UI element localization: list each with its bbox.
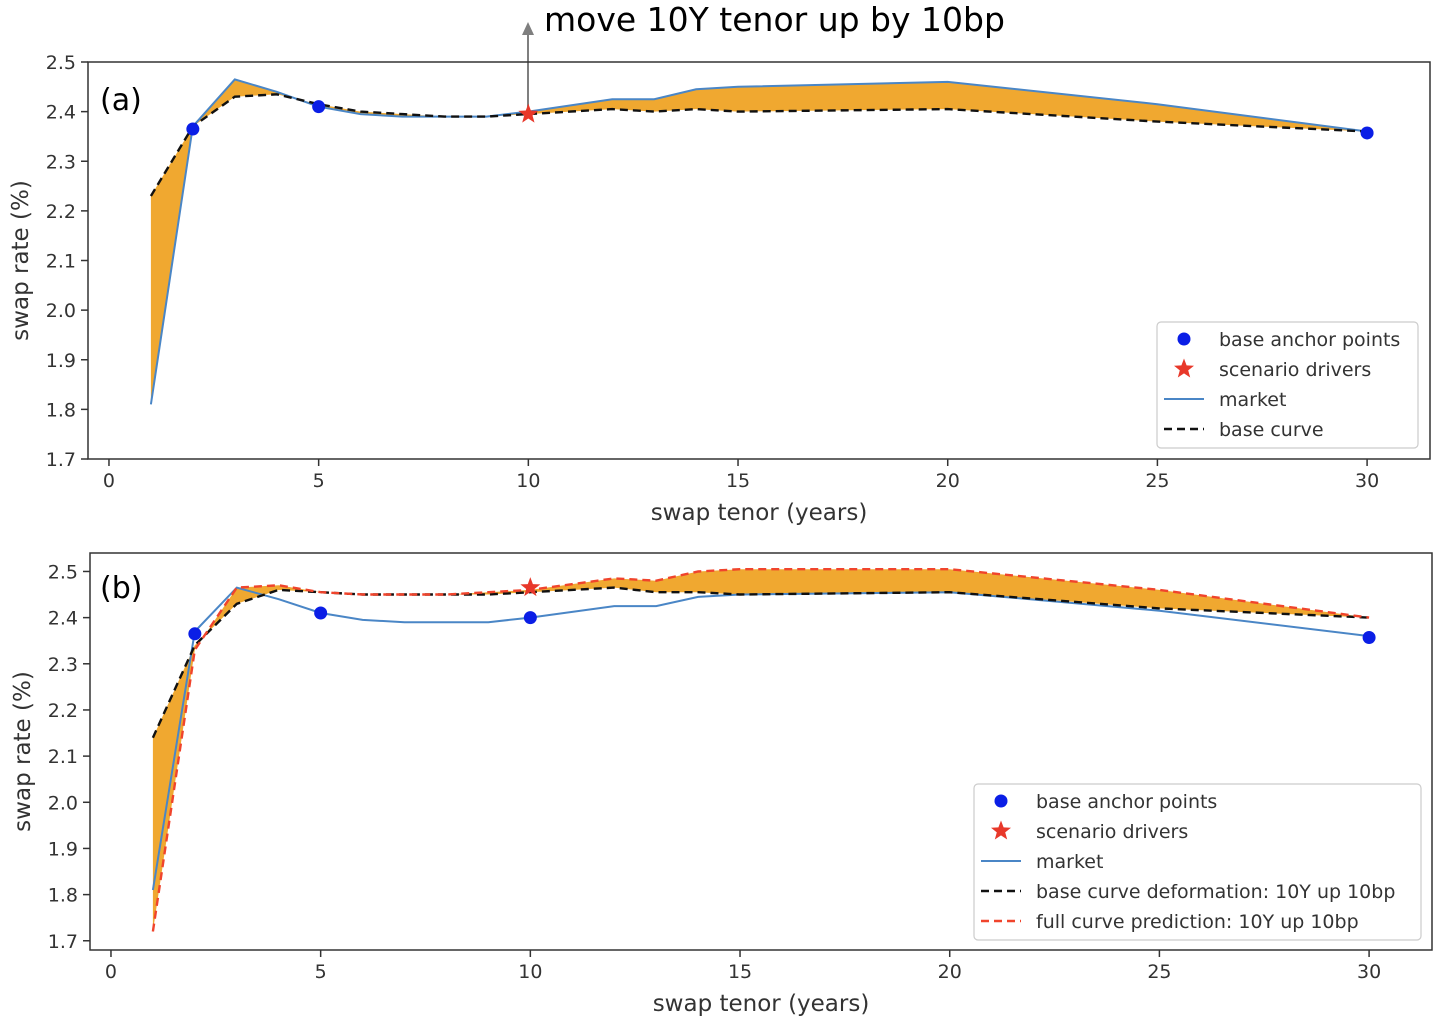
series-line-full-curve-prediction-10y-up-10bp bbox=[151, 568, 1370, 932]
legend-label: market bbox=[1036, 851, 1103, 873]
x-tick-label: 0 bbox=[105, 961, 117, 983]
y-tick-label: 2.0 bbox=[46, 300, 76, 322]
anchor-point bbox=[1362, 630, 1376, 644]
x-tick-label: 10 bbox=[516, 470, 540, 492]
x-axis-label: swap tenor (years) bbox=[651, 500, 868, 526]
x-tick-label: 30 bbox=[1355, 470, 1379, 492]
y-tick-label: 2.2 bbox=[48, 700, 78, 722]
y-axis-label: swap rate (%) bbox=[10, 671, 36, 832]
y-tick-label: 1.8 bbox=[48, 885, 78, 907]
x-tick-label: 5 bbox=[313, 470, 325, 492]
legend: base anchor points scenario drivers market… bbox=[1156, 321, 1419, 449]
y-tick-label: 2.5 bbox=[46, 52, 76, 74]
panel-a: 0 5 10 15 20 25 30 1.7 1.8 1.9 2.0 2.1 2.2 2.3 2.4 2.5 s… bbox=[8, 52, 1431, 526]
y-tick-label: 2.4 bbox=[46, 102, 76, 124]
legend-label: full curve prediction: 10Y up 10bp bbox=[1036, 911, 1359, 933]
x-axis-label: swap tenor (years) bbox=[653, 991, 870, 1017]
legend-label: base curve bbox=[1219, 419, 1324, 441]
x-tick-label: 0 bbox=[103, 470, 115, 492]
y-tick-label: 2.3 bbox=[48, 654, 78, 676]
y-tick-label: 2.5 bbox=[48, 561, 78, 583]
x-tick-label: 20 bbox=[938, 961, 962, 983]
y-tick-label: 2.2 bbox=[46, 201, 76, 223]
legend-marker-star bbox=[991, 820, 1011, 840]
y-tick-label: 1.9 bbox=[48, 838, 78, 860]
anchor-point bbox=[523, 611, 537, 625]
annotation-arrow-head bbox=[522, 22, 534, 35]
legend-label: base anchor points bbox=[1219, 329, 1400, 351]
panel-label: (a) bbox=[100, 83, 142, 118]
legend: base anchor points scenario drivers market… bbox=[973, 783, 1422, 941]
series-line-base-curve bbox=[149, 93, 1368, 197]
fill-between-area bbox=[152, 569, 1370, 932]
y-tick-label: 1.7 bbox=[48, 931, 78, 953]
y-tick-label: 2.1 bbox=[46, 251, 76, 273]
x-tick-label: 25 bbox=[1145, 470, 1169, 492]
anchor-point bbox=[314, 606, 328, 620]
annotation-text: move 10Y tenor up by 10bp bbox=[544, 0, 1005, 39]
axes-frame bbox=[89, 552, 1433, 951]
series-line-base-curve-deformation-10y-up-10bp bbox=[151, 586, 1370, 739]
panel-b: 0 5 10 15 20 25 30 1.7 1.8 1.9 2.0 2.1 2.2 2.3 2.4 2.5 s… bbox=[10, 552, 1433, 1017]
legend-label: base anchor points bbox=[1036, 791, 1217, 813]
y-tick-label: 2.0 bbox=[48, 792, 78, 814]
legend-label: scenario drivers bbox=[1036, 821, 1188, 843]
legend-marker-circle bbox=[1177, 332, 1191, 346]
annotation: move 10Y tenor up by 10bp bbox=[522, 0, 1005, 108]
y-tick-label: 1.9 bbox=[46, 350, 76, 372]
x-tick-label: 20 bbox=[936, 470, 960, 492]
x-tick-label: 15 bbox=[728, 961, 752, 983]
legend-marker-circle bbox=[994, 794, 1008, 808]
legend-box bbox=[973, 783, 1422, 941]
anchor-point bbox=[1360, 126, 1374, 140]
y-tick-label: 1.7 bbox=[46, 449, 76, 471]
anchor-point bbox=[312, 100, 326, 114]
anchor-point bbox=[188, 627, 202, 641]
legend-label: market bbox=[1219, 389, 1286, 411]
legend-marker-star bbox=[1174, 358, 1194, 378]
legend-box bbox=[1156, 321, 1419, 449]
scenario-driver-star bbox=[518, 103, 539, 123]
y-tick-label: 2.1 bbox=[48, 746, 78, 768]
y-axis-label: swap rate (%) bbox=[8, 180, 34, 341]
x-tick-label: 25 bbox=[1147, 961, 1171, 983]
x-tick-label: 15 bbox=[726, 470, 750, 492]
panel-label: (b) bbox=[100, 571, 142, 606]
legend-label: scenario drivers bbox=[1219, 359, 1371, 381]
y-tick-label: 2.3 bbox=[46, 151, 76, 173]
y-tick-label: 2.4 bbox=[48, 608, 78, 630]
y-tick-label: 1.8 bbox=[46, 399, 76, 421]
scenario-driver-star bbox=[520, 577, 541, 597]
legend-label: base curve deformation: 10Y up 10bp bbox=[1036, 881, 1395, 903]
anchor-point bbox=[186, 122, 200, 136]
series-line-market bbox=[149, 78, 1368, 405]
x-tick-label: 10 bbox=[518, 961, 542, 983]
x-tick-label: 30 bbox=[1357, 961, 1381, 983]
x-tick-label: 5 bbox=[315, 961, 327, 983]
